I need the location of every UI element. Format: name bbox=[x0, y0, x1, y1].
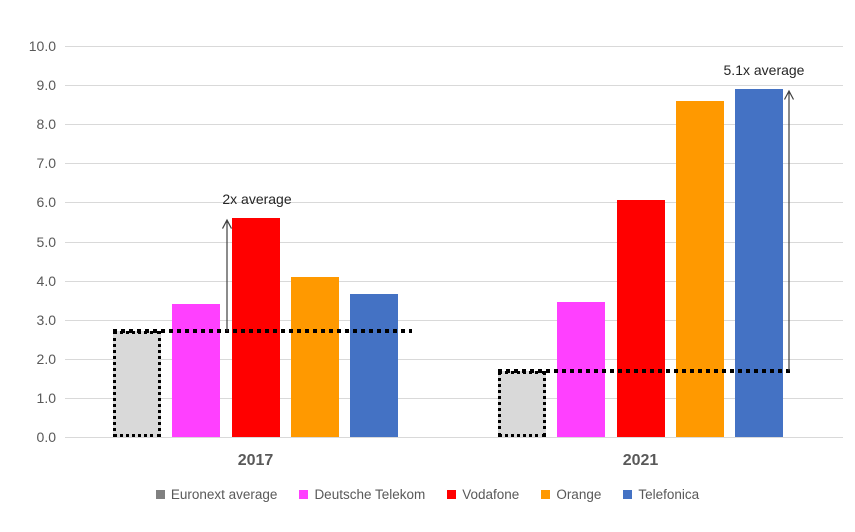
annotation-5-1x-average: 5.1x average bbox=[723, 62, 805, 78]
average-line-2017 bbox=[113, 329, 412, 334]
legend-item-deutsche-telekom: Deutsche Telekom bbox=[299, 487, 425, 502]
y-axis-tick-label: 5.0 bbox=[36, 233, 56, 250]
gridline bbox=[65, 85, 843, 87]
y-axis-tick-label: 3.0 bbox=[36, 311, 56, 328]
y-axis-tick-label: 8.0 bbox=[36, 116, 56, 133]
legend-item-telefonica: Telefonica bbox=[623, 487, 699, 502]
legend-swatch-telefonica bbox=[623, 490, 633, 499]
bar-telefonica-2017 bbox=[350, 294, 398, 437]
legend-swatch-deutsche-telekom bbox=[299, 490, 309, 499]
bar-euronext-average-2017 bbox=[113, 331, 161, 437]
y-axis-tick-label: 6.0 bbox=[36, 194, 56, 211]
y-axis-tick-label: 0.0 bbox=[36, 429, 56, 445]
legend-swatch-euronext-average bbox=[155, 490, 165, 499]
gridline bbox=[65, 46, 843, 47]
legend-label-orange: Orange bbox=[556, 487, 602, 502]
legend-swatch-vodafone bbox=[447, 490, 457, 499]
gridline bbox=[65, 397, 843, 399]
legend-item-orange: Orange bbox=[541, 487, 601, 502]
gridline bbox=[65, 124, 843, 126]
legend-item-euronext-average: Euronext average bbox=[155, 487, 278, 502]
bar-deutsche-telekom-2017 bbox=[172, 304, 221, 437]
average-line-2021 bbox=[498, 368, 792, 373]
gridline bbox=[65, 280, 843, 282]
arrow-5-1x-average bbox=[783, 89, 795, 371]
gridline bbox=[65, 202, 843, 204]
gridline bbox=[65, 437, 843, 438]
legend-label-telefonica: Telefonica bbox=[638, 487, 700, 502]
gridline bbox=[65, 358, 843, 360]
gridline bbox=[65, 319, 843, 321]
legend-swatch-orange bbox=[541, 490, 551, 499]
gridline bbox=[65, 241, 843, 243]
category-label-2017: 2017 bbox=[237, 452, 274, 469]
bar-orange-2021 bbox=[675, 100, 724, 437]
y-axis-tick-label: 10.0 bbox=[28, 38, 56, 54]
annotation-2x-average: 2x average bbox=[222, 191, 292, 208]
legend-label-euronext-average: Euronext average bbox=[170, 487, 278, 502]
gridline bbox=[65, 163, 843, 165]
y-axis-tick-label: 9.0 bbox=[36, 77, 56, 94]
legend-item-vodafone: Vodafone bbox=[447, 487, 519, 502]
arrow-2x-average bbox=[221, 218, 233, 332]
bar-telefonica-2021 bbox=[735, 89, 783, 437]
legend-label-vodafone: Vodafone bbox=[462, 487, 520, 502]
y-axis-tick-label: 4.0 bbox=[36, 272, 56, 289]
bar-vodafone-2017 bbox=[231, 218, 280, 437]
legend-label-deutsche-telekom: Deutsche Telekom bbox=[314, 487, 426, 502]
bar-vodafone-2021 bbox=[616, 200, 665, 437]
y-axis-tick-label: 7.0 bbox=[36, 155, 56, 172]
y-axis-tick-label: 2.0 bbox=[36, 350, 56, 367]
category-label-2021: 2021 bbox=[622, 452, 659, 469]
bar-orange-2017 bbox=[290, 276, 339, 437]
y-axis-tick-label: 1.0 bbox=[36, 389, 56, 406]
legend: Euronext average Deutsche Telekom Vodafone… bbox=[0, 487, 855, 502]
